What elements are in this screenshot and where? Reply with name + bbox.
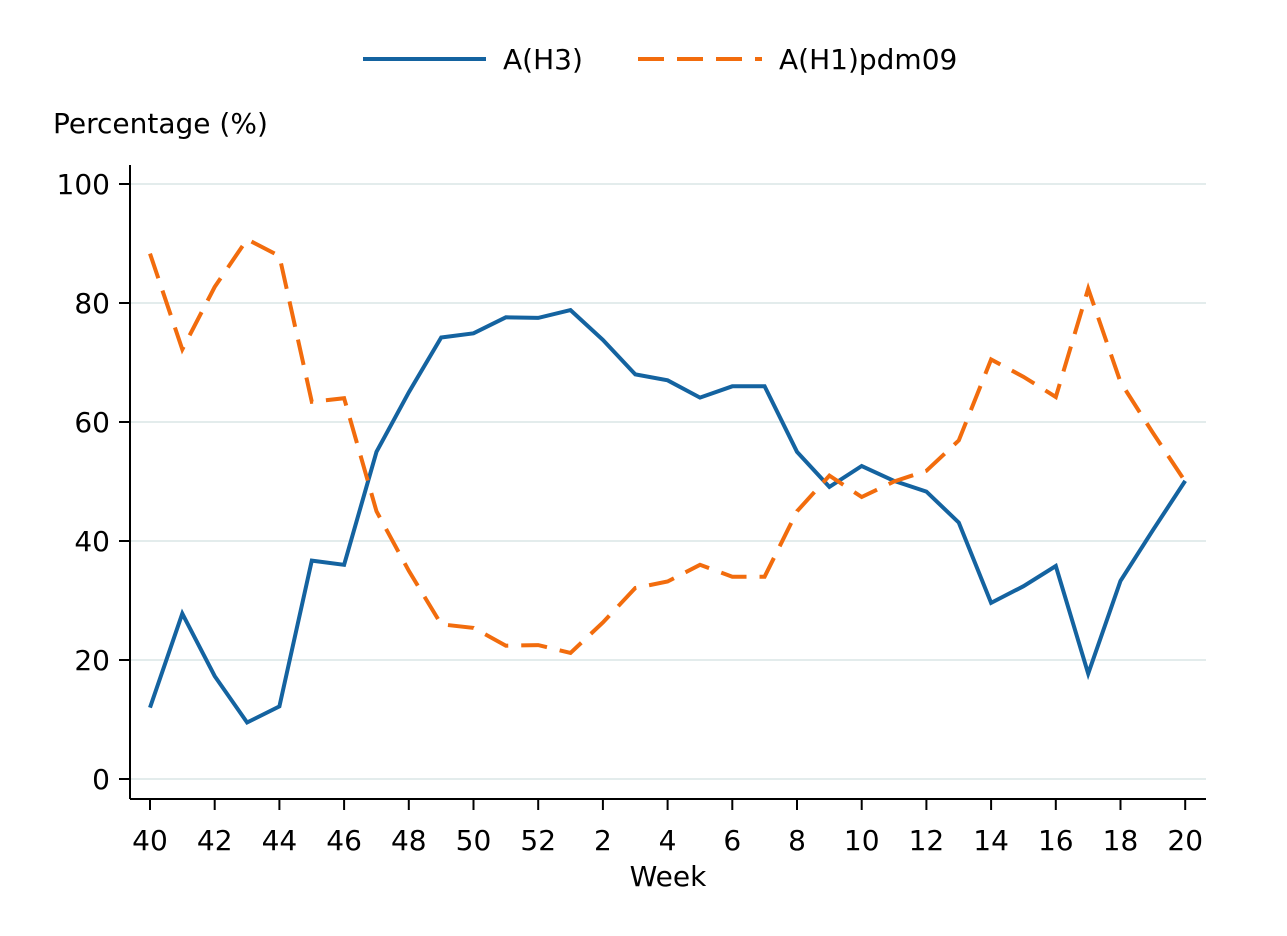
x-tick-label: 52 bbox=[520, 824, 556, 857]
x-tick-label: 18 bbox=[1103, 824, 1139, 857]
y-tick-label: 40 bbox=[74, 525, 110, 558]
x-tick-label: 50 bbox=[456, 824, 492, 857]
x-tick-label: 2 bbox=[594, 824, 612, 857]
series-lines bbox=[148, 236, 1187, 726]
x-tick-label: 6 bbox=[723, 824, 741, 857]
y-tick-label: 0 bbox=[92, 763, 110, 796]
x-tick-label: 46 bbox=[326, 824, 362, 857]
x-tick-label: 12 bbox=[909, 824, 945, 857]
x-tick-label: 40 bbox=[132, 824, 168, 857]
x-tick-label: 8 bbox=[788, 824, 806, 857]
x-tick-label: 14 bbox=[973, 824, 1009, 857]
x-tick-label: 44 bbox=[262, 824, 298, 857]
legend: A(H3) A(H1)pdm09 bbox=[363, 43, 957, 76]
series-line-h1pdm09 bbox=[148, 236, 1187, 656]
x-tick-label: 42 bbox=[197, 824, 233, 857]
x-ticks: 40 42 44 46 48 50 52 2 4 6 8 10 12 14 16 18 20 bbox=[132, 799, 1203, 857]
y-tick-label: 80 bbox=[74, 287, 110, 320]
y-ticks: 0 20 40 60 80 100 bbox=[57, 168, 130, 796]
x-tick-label: 20 bbox=[1167, 824, 1203, 857]
x-tick-label: 4 bbox=[659, 824, 677, 857]
grid-lines bbox=[130, 183, 1206, 780]
y-axis-title: Percentage (%) bbox=[53, 107, 268, 140]
y-tick-label: 20 bbox=[74, 644, 110, 677]
x-axis-title: Week bbox=[630, 860, 707, 893]
y-tick-label: 100 bbox=[57, 168, 110, 201]
legend-label-h3: A(H3) bbox=[503, 43, 583, 76]
x-tick-label: 16 bbox=[1038, 824, 1074, 857]
legend-label-h1pdm09: A(H1)pdm09 bbox=[779, 43, 957, 76]
axes bbox=[129, 165, 1206, 800]
series-line-h3 bbox=[148, 307, 1187, 726]
x-tick-label: 10 bbox=[844, 824, 880, 857]
y-tick-label: 60 bbox=[74, 406, 110, 439]
x-tick-label: 48 bbox=[391, 824, 427, 857]
